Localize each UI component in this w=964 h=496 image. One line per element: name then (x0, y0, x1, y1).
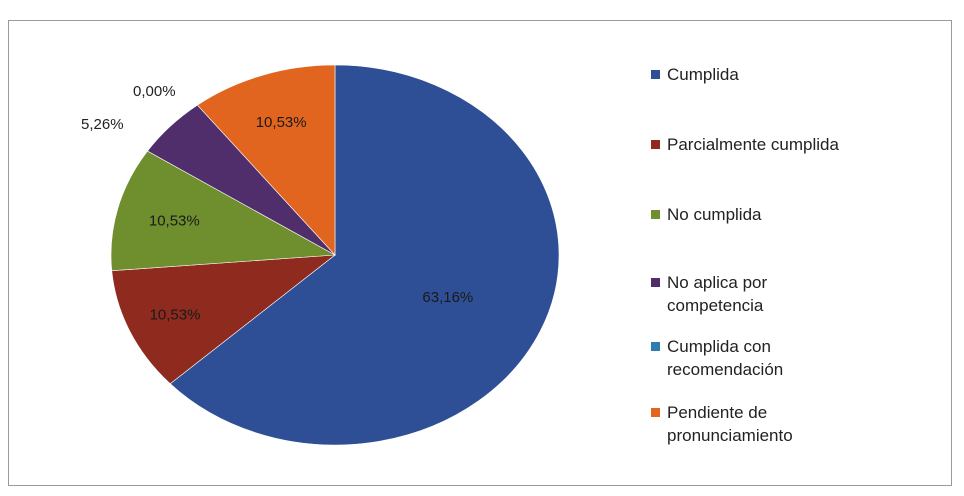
pie-chart: 63,16% 10,53% 10,53% 5,26% 0,00% 10,53% (81, 64, 560, 446)
pie-slice-1 (111, 254, 336, 385)
legend-swatch-1 (651, 140, 660, 149)
slice-label-4: 0,00% (133, 83, 176, 100)
pie-slices (110, 64, 560, 446)
legend-item-0: Cumplida (651, 63, 951, 86)
legend-label-1: Parcialmente cumplida (667, 135, 839, 154)
legend-label-4: Cumplida con recomendación (667, 337, 784, 379)
chart-area: 63,16% 10,53% 10,53% 5,26% 0,00% 10,53% Cumpl… (8, 20, 952, 486)
legend-swatch-2 (651, 210, 660, 219)
slice-label-1: 10,53% (150, 307, 201, 324)
legend-label-0: Cumplida (667, 65, 739, 84)
slice-label-3: 5,26% (81, 116, 124, 133)
legend-label-5: Pendiente de pronunciamiento (667, 403, 793, 445)
pie-slice-0 (169, 64, 560, 446)
legend-item-4: Cumplida con recomendación (651, 335, 951, 381)
legend-swatch-4 (651, 342, 660, 351)
legend-label-2: No cumplida (667, 205, 762, 224)
slice-label-0: 63,16% (422, 289, 473, 306)
legend-label-3: No aplica por competencia (667, 273, 768, 315)
legend-item-1: Parcialmente cumplida (651, 133, 951, 156)
slice-label-2: 10,53% (149, 212, 200, 229)
legend-swatch-3 (651, 278, 660, 287)
legend-swatch-0 (651, 70, 660, 79)
slice-label-5: 10,53% (256, 114, 307, 131)
pie-labels: 63,16% 10,53% 10,53% 5,26% 0,00% 10,53% (81, 83, 473, 324)
pie-slice-2 (110, 150, 337, 272)
pie-slice-5 (196, 64, 336, 256)
legend-item-3: No aplica por competencia (651, 271, 951, 317)
legend-item-2: No cumplida (651, 203, 951, 226)
legend-swatch-5 (651, 408, 660, 417)
legend-item-5: Pendiente de pronunciamiento (651, 401, 951, 447)
